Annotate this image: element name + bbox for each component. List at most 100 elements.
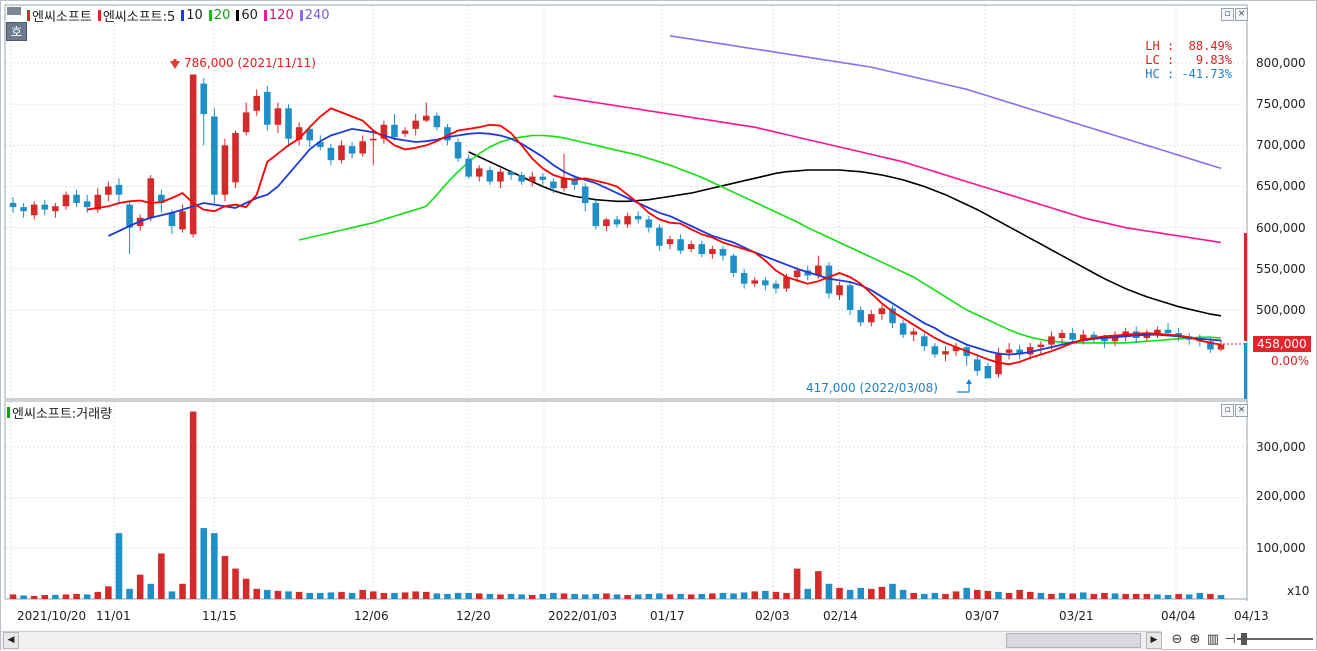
candle-body — [539, 176, 547, 180]
volume-bar — [634, 594, 642, 599]
legend-ma120: 120 — [263, 8, 294, 23]
volume-bar — [804, 588, 812, 599]
volume-bar — [242, 578, 250, 599]
candle-body — [285, 108, 292, 139]
close-icon[interactable]: × — [1235, 8, 1248, 21]
ho-button[interactable]: 호 — [6, 22, 27, 41]
slider-start-icon[interactable]: ⊣ — [1224, 632, 1236, 647]
volume-bar — [401, 592, 409, 599]
volume-bar — [878, 586, 886, 599]
candle-body — [984, 365, 992, 379]
candle-body — [264, 91, 271, 125]
candle-body — [433, 115, 441, 128]
candle-body — [295, 127, 303, 140]
volume-bar — [730, 593, 737, 599]
candle-body — [730, 255, 737, 273]
scroll-left-icon[interactable]: ◀ — [3, 632, 19, 649]
volume-bar — [338, 591, 345, 599]
candle-body — [1090, 334, 1098, 338]
candle-body — [550, 181, 557, 189]
volume-bar — [317, 592, 324, 599]
ma10-line — [108, 127, 1222, 356]
volume-legend: 엔씨소프트:거래량 — [7, 403, 112, 422]
volume-bar — [253, 588, 261, 599]
volume-bar — [9, 594, 17, 599]
candle-body — [677, 239, 684, 251]
low-marker-arrow — [966, 379, 972, 384]
volume-bar — [899, 589, 907, 599]
volume-bar — [1196, 592, 1204, 599]
date-tick: 2022/01/03 — [548, 609, 618, 623]
volume-bar — [581, 594, 589, 599]
legend-ma10: 10 — [181, 8, 203, 23]
candle-body — [444, 127, 451, 141]
date-tick: 03/07 — [965, 609, 1000, 623]
candle-body — [931, 346, 939, 355]
legend-ma20: 20 — [208, 8, 230, 23]
volume-bar — [603, 593, 610, 599]
zoom-slider-track[interactable] — [1237, 638, 1313, 640]
low-annotation: 417,000 (2022/03/08) — [806, 381, 938, 395]
volume-bar — [889, 583, 896, 599]
candle-body — [168, 212, 176, 227]
candle-body — [645, 219, 653, 228]
volume-close-icon[interactable]: × — [1235, 404, 1248, 417]
candle-body — [115, 184, 123, 195]
candle-body — [910, 331, 917, 335]
candle-body — [1207, 341, 1214, 350]
candle-body — [624, 216, 631, 225]
volume-tick: 300,000 — [1256, 440, 1306, 454]
volume-bar — [52, 594, 59, 599]
volume-bar — [158, 553, 165, 599]
restore-icon[interactable]: ▫ — [1221, 8, 1234, 21]
volume-bar — [613, 594, 621, 599]
price-range-bar-down — [1244, 343, 1247, 399]
volume-bar — [1111, 593, 1119, 599]
volume-bar — [846, 589, 854, 599]
candle-body — [306, 128, 313, 141]
stat-hc: HC : -41.73% — [1145, 67, 1232, 81]
horizontal-scrollbar[interactable] — [1, 631, 1161, 650]
legend-ma60-label: 60 — [241, 7, 258, 23]
candle-body — [942, 351, 949, 355]
candle-body — [94, 194, 102, 210]
price-tick: 700,000 — [1256, 138, 1306, 152]
volume-bar — [136, 574, 144, 599]
price-legend: 엔씨소프트 엔씨소프트:5 10 20 60 120 240 — [27, 5, 330, 25]
volume-bar — [740, 592, 748, 599]
candle-body — [317, 142, 324, 147]
candle-body — [698, 244, 706, 255]
volume-bar — [1164, 594, 1172, 599]
scroll-right-icon[interactable]: ▶ — [1146, 632, 1162, 649]
candle-body — [401, 130, 409, 134]
volume-bar — [327, 592, 335, 599]
volume-bar — [497, 594, 504, 599]
volume-bar — [1026, 591, 1034, 599]
candle-body — [1101, 337, 1108, 342]
volume-bar — [232, 568, 239, 599]
candle-body — [211, 116, 218, 195]
candle-body — [1058, 333, 1066, 338]
bars-icon[interactable]: ▥ — [1206, 632, 1220, 647]
volume-bar — [825, 583, 833, 599]
volume-bar — [973, 589, 981, 599]
volume-restore-icon[interactable]: ▫ — [1221, 404, 1234, 417]
scroll-thumb[interactable] — [1006, 633, 1141, 648]
volume-bar — [952, 591, 960, 599]
price-tick: 800,000 — [1256, 56, 1306, 70]
price-tick: 500,000 — [1256, 303, 1306, 317]
candle-body — [105, 186, 112, 195]
candle-body — [762, 280, 769, 286]
legend-ma5: 엔씨소프트:5 — [97, 6, 175, 25]
candle-body — [1069, 333, 1076, 340]
zoom-out-icon[interactable]: ⊖ — [1171, 632, 1183, 647]
candle-body — [899, 323, 907, 335]
volume-bar — [719, 592, 727, 599]
menu-icon[interactable] — [7, 7, 21, 15]
zoom-slider-knob[interactable] — [1241, 633, 1247, 645]
volume-bar — [454, 592, 462, 599]
candle-body — [772, 283, 780, 289]
zoom-in-icon[interactable]: ⊕ — [1189, 632, 1201, 647]
date-tick: 12/06 — [354, 609, 389, 623]
candle-body — [274, 108, 282, 125]
